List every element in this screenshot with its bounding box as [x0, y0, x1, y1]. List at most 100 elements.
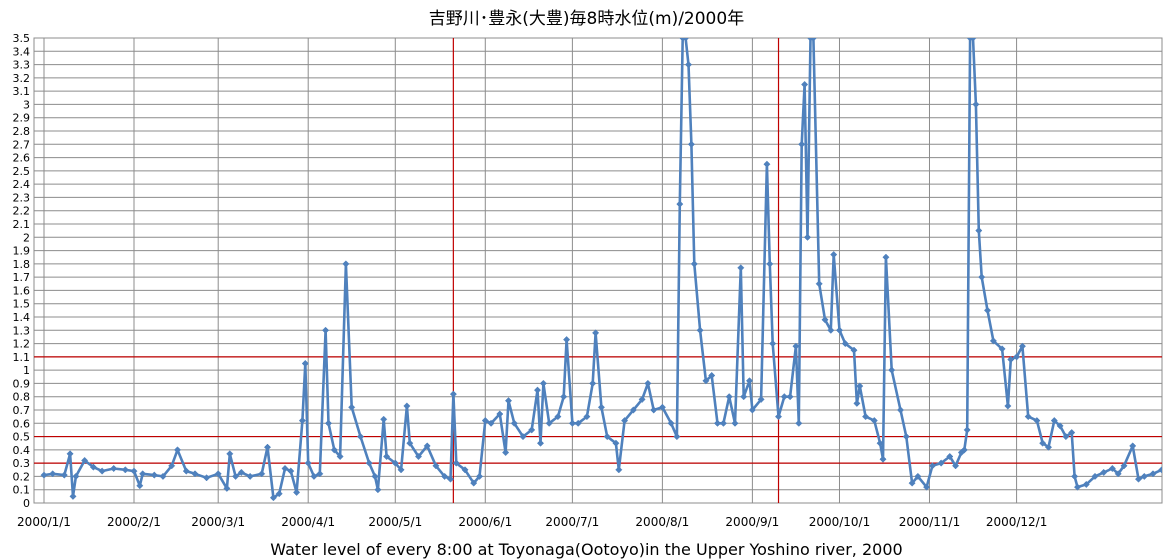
data-point	[446, 475, 455, 483]
y-tick-label: 1.4	[13, 311, 31, 324]
data-point	[173, 446, 182, 454]
data-point	[203, 474, 211, 482]
y-tick-label: 3.4	[13, 45, 31, 58]
data-point	[766, 260, 774, 268]
series-path	[43, 38, 1162, 499]
data-point	[533, 386, 542, 394]
data-point	[182, 467, 190, 475]
data-point	[737, 264, 745, 272]
data-point	[1039, 439, 1047, 447]
data-point	[1071, 472, 1079, 480]
data-point	[801, 80, 809, 89]
data-point	[423, 442, 431, 450]
data-point	[563, 336, 571, 344]
data-point	[856, 382, 864, 390]
data-point	[1018, 342, 1026, 350]
data-point	[923, 483, 931, 491]
y-tick-label: 2.2	[13, 205, 31, 218]
data-point	[191, 470, 199, 478]
data-point	[214, 470, 222, 478]
data-point	[583, 413, 591, 421]
data-point	[269, 494, 277, 502]
data-point	[983, 306, 992, 314]
data-point	[391, 459, 399, 467]
plot-frame	[33, 37, 1163, 504]
x-tick-label: 2000/11/1	[899, 515, 961, 529]
data-point	[293, 488, 301, 496]
data-point	[1134, 475, 1143, 483]
data-point	[322, 326, 330, 334]
data-point	[853, 399, 861, 407]
data-point	[356, 433, 365, 441]
series-line	[40, 38, 1162, 502]
data-point	[969, 38, 977, 42]
x-tick-label: 2000/9/1	[725, 515, 779, 529]
data-point	[539, 379, 547, 387]
x-tick-label: 2000/1/1	[17, 515, 71, 529]
data-point	[687, 140, 695, 148]
data-point	[223, 484, 231, 492]
data-point	[237, 468, 245, 476]
y-tick-label: 0.6	[13, 417, 31, 430]
data-point	[876, 439, 884, 447]
data-point	[275, 490, 283, 498]
data-point	[597, 403, 605, 411]
y-tick-label: 3.2	[13, 72, 31, 85]
data-point	[975, 227, 983, 235]
data-point	[592, 329, 600, 337]
data-point	[841, 340, 849, 348]
data-point	[1082, 480, 1090, 488]
data-point	[989, 337, 997, 345]
data-point	[487, 419, 495, 427]
data-point	[574, 419, 582, 427]
data-point	[702, 377, 710, 385]
data-point	[740, 393, 748, 401]
data-point	[1100, 468, 1108, 476]
y-tick-label: 1.9	[13, 245, 31, 258]
x-tick-labels: 2000/1/1 2000/2/1 2000/3/1 2000/4/1 2000/5/1…	[17, 515, 1047, 529]
data-point	[1114, 470, 1122, 478]
data-point	[815, 280, 823, 288]
data-point	[403, 402, 411, 410]
data-point	[690, 260, 698, 268]
data-point	[998, 345, 1006, 353]
y-tick-label: 2.7	[13, 138, 31, 151]
y-tick-labels: 00.10.20.30.40.50.60.70.80.911.11.21.31.…	[13, 32, 31, 510]
data-point	[383, 452, 391, 461]
y-tick-label: 2	[23, 231, 30, 244]
data-point	[69, 492, 77, 500]
data-point	[461, 466, 469, 474]
data-point	[475, 472, 484, 480]
data-point	[136, 482, 144, 490]
y-tick-label: 2.3	[13, 191, 31, 204]
data-point	[644, 379, 652, 387]
data-point	[452, 459, 460, 467]
y-tick-label: 1.5	[13, 298, 31, 311]
data-point	[795, 419, 803, 427]
data-point	[510, 419, 518, 427]
y-tick-label: 1.2	[13, 338, 31, 351]
data-point	[232, 472, 240, 480]
data-point	[98, 467, 106, 475]
data-point	[972, 100, 980, 108]
data-point	[896, 406, 905, 414]
data-point	[879, 455, 887, 463]
data-point	[496, 410, 504, 418]
data-point	[139, 470, 147, 478]
x-axis-label: Water level of every 8:00 at Toyonaga(Oo…	[270, 540, 903, 559]
data-point	[952, 462, 960, 470]
y-tick-label: 0.2	[13, 470, 31, 483]
y-tick-label: 1	[23, 364, 30, 377]
data-point	[159, 472, 167, 480]
x-tick-label: 2000/8/1	[635, 515, 689, 529]
data-point	[110, 464, 118, 473]
data-point	[1033, 417, 1041, 425]
data-point	[568, 419, 576, 427]
data-point	[528, 426, 536, 434]
data-point	[1050, 417, 1058, 425]
y-tick-label: 1.7	[13, 271, 31, 284]
data-point	[792, 342, 800, 350]
data-point	[380, 415, 388, 423]
data-point	[786, 393, 794, 401]
data-point	[481, 417, 489, 425]
